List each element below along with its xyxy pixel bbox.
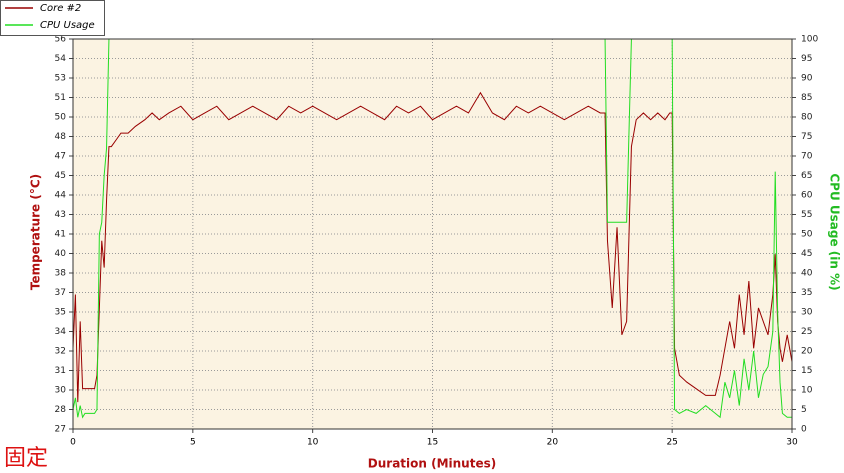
y2-tick-label: 60 — [801, 191, 813, 201]
y2-tick-label: 95 — [801, 54, 812, 64]
y2-tick-label: 35 — [801, 288, 812, 298]
y2-tick-label: 85 — [801, 93, 812, 103]
legend-box — [0, 0, 105, 36]
series-line — [72, 91, 793, 403]
y-tick-label: 43 — [55, 210, 66, 220]
y2-tick-label: 75 — [801, 132, 812, 142]
legend-label: CPU Usage — [40, 20, 95, 31]
x-tick-label: 0 — [70, 438, 76, 448]
y-tick-label: 50 — [55, 113, 67, 123]
x-tick-label: 30 — [786, 438, 798, 448]
y2-tick-label: 0 — [801, 425, 807, 435]
y-tick-label: 41 — [55, 230, 66, 240]
y2-tick-label: 20 — [801, 347, 813, 357]
y-tick-label: 28 — [55, 405, 67, 415]
y-tick-label: 35 — [55, 308, 66, 318]
watermark: 固定 — [4, 446, 48, 471]
y2-tick-label: 100 — [801, 35, 818, 45]
legend-label: Core #2 — [40, 3, 81, 14]
x-tick-label: 5 — [190, 438, 196, 448]
y2-tick-label: 80 — [801, 113, 813, 123]
y-axis-title: Temperature (°C) — [29, 174, 43, 290]
x-tick-label: 15 — [427, 438, 438, 448]
y-tick-label: 48 — [55, 132, 67, 142]
y2-tick-label: 40 — [801, 269, 813, 279]
y-tick-label: 31 — [55, 366, 66, 376]
y2-tick-label: 10 — [801, 386, 813, 396]
y-tick-label: 32 — [55, 347, 66, 357]
y-tick-label: 34 — [55, 327, 67, 337]
y2-axis-title: CPU Usage (in %) — [828, 173, 842, 290]
y2-tick-label: 45 — [801, 249, 812, 259]
x-axis-title: Duration (Minutes) — [368, 457, 496, 471]
y-tick-label: 37 — [55, 288, 66, 298]
y-tick-label: 47 — [55, 152, 66, 162]
plot-border — [72, 38, 793, 430]
y2-tick-label: 55 — [801, 210, 812, 220]
y-tick-label: 51 — [55, 93, 66, 103]
y-tick-label: 40 — [55, 249, 67, 259]
x-tick-label: 25 — [666, 438, 677, 448]
y2-tick-label: 25 — [801, 327, 812, 337]
y-tick-label: 54 — [55, 54, 67, 64]
y2-tick-label: 50 — [801, 230, 813, 240]
y2-tick-label: 30 — [801, 308, 813, 318]
y-tick-label: 56 — [55, 35, 67, 45]
y2-tick-label: 90 — [801, 74, 813, 84]
x-tick-label: 20 — [547, 438, 559, 448]
y2-tick-label: 65 — [801, 171, 812, 181]
y-tick-label: 45 — [55, 171, 66, 181]
y2-tick-label: 15 — [801, 366, 812, 376]
y-tick-label: 27 — [55, 425, 66, 435]
legend: Core #2 CPU Usage — [0, 0, 105, 36]
y-tick-label: 30 — [55, 386, 67, 396]
y-tick-label: 53 — [55, 74, 66, 84]
y-tick-label: 38 — [55, 269, 67, 279]
y2-tick-label: 5 — [801, 405, 807, 415]
y-tick-label: 44 — [55, 191, 67, 201]
y2-tick-label: 70 — [801, 152, 813, 162]
x-tick-label: 10 — [307, 438, 319, 448]
